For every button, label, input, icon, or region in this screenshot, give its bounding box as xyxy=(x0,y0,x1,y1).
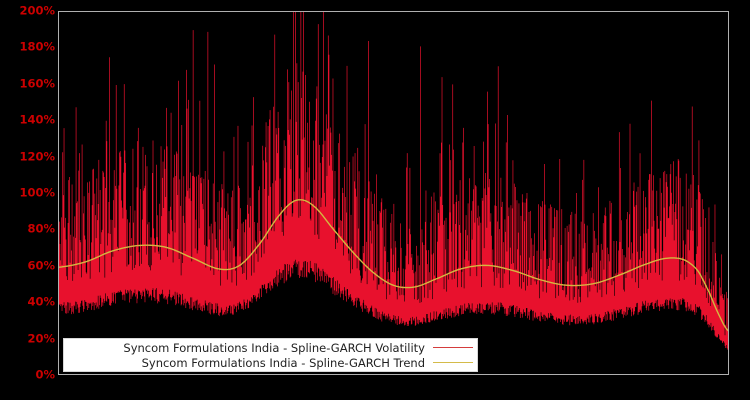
y-axis-tick-label: 140% xyxy=(19,112,55,127)
legend-entry-trend: Syncom Formulations India - Spline-GARCH… xyxy=(64,355,477,370)
y-axis-tick-label: 120% xyxy=(19,148,55,163)
y-axis-tick-label: 60% xyxy=(27,258,55,273)
legend-label-trend: Syncom Formulations India - Spline-GARCH… xyxy=(141,355,425,370)
y-axis-tick-label: 40% xyxy=(27,294,55,309)
volatility-series xyxy=(59,12,728,350)
legend-swatch-trend-icon xyxy=(433,362,473,363)
chart-legend: Syncom Formulations India - Spline-GARCH… xyxy=(63,338,478,372)
legend-swatch-volatility-icon xyxy=(433,347,473,348)
y-axis-tick-label: 180% xyxy=(19,39,55,54)
legend-entry-volatility: Syncom Formulations India - Spline-GARCH… xyxy=(64,340,477,355)
y-axis-tick-label: 160% xyxy=(19,76,55,91)
y-axis-tick-label: 100% xyxy=(19,185,55,200)
y-axis-tick-label: 80% xyxy=(27,221,55,236)
y-axis-tick-label: 20% xyxy=(27,330,55,345)
y-axis-tick-label: 0% xyxy=(35,367,55,382)
plot-area xyxy=(58,11,729,375)
y-axis-tick-label: 200% xyxy=(19,3,55,18)
y-axis: 200% 180% 160% 140% 120% 100% 80% 60% 40% 20% 0% xyxy=(0,0,55,400)
trend-series xyxy=(59,200,728,331)
legend-label-volatility: Syncom Formulations India - Spline-GARCH… xyxy=(123,340,425,355)
chart-canvas xyxy=(59,12,728,350)
